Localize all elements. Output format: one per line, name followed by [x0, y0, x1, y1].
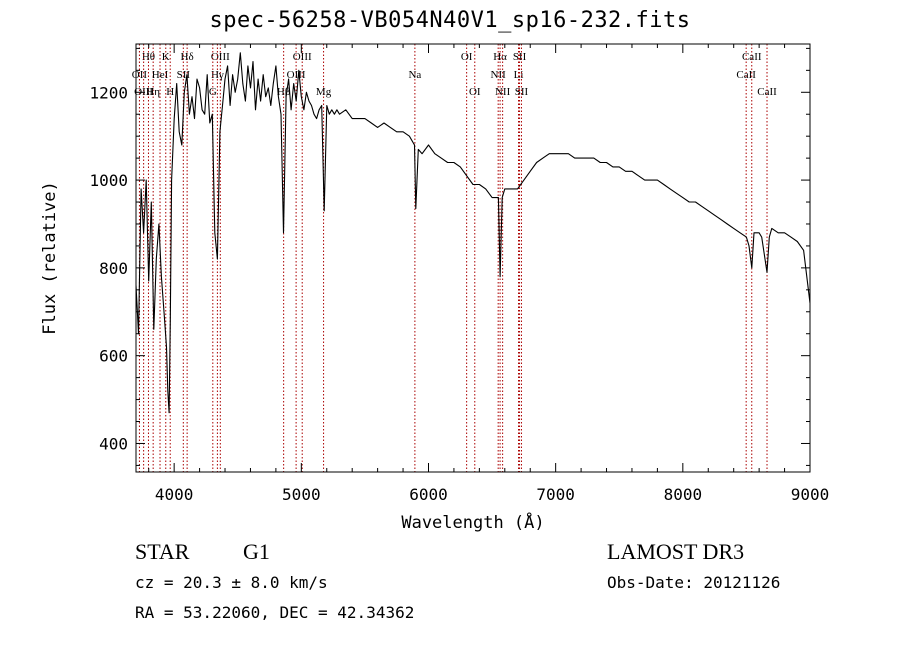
line-label-6: SII — [177, 69, 191, 81]
line-label-0: Hθ — [142, 51, 155, 63]
line-label-4: HeI — [152, 69, 169, 81]
line-label-19: Hα — [493, 51, 507, 63]
object-class: G1 — [243, 539, 270, 564]
survey-label: LAMOST DR3 — [607, 539, 745, 564]
line-label-17: OI — [461, 51, 473, 63]
x-tick-label-6000: 6000 — [409, 485, 448, 504]
chart-title: spec-56258-VB054N40V1_sp16-232.fits — [209, 8, 691, 33]
line-label-18: OI — [469, 86, 481, 98]
spectrum-line — [136, 52, 810, 414]
line-label-26: CaII — [736, 69, 756, 81]
line-label-5: K — [162, 51, 170, 63]
x-tick-label-4000: 4000 — [155, 485, 194, 504]
line-label-23: NII — [495, 86, 511, 98]
ra-dec: RA = 53.22060, DEC = 42.34362 — [135, 603, 415, 622]
line-label-22: Li — [514, 69, 524, 81]
line-label-8: Hδ — [181, 51, 194, 63]
line-label-21: NII — [491, 69, 507, 81]
line-label-12: OIII — [293, 51, 312, 63]
line-label-16: Na — [408, 69, 421, 81]
obs-date: Obs-Date: 20121126 — [607, 573, 781, 592]
y-tick-label-1000: 1000 — [89, 171, 128, 190]
y-tick-label-800: 800 — [99, 259, 128, 278]
y-tick-label-400: 400 — [99, 434, 128, 453]
line-label-14: Hβ — [277, 86, 291, 98]
plot-frame — [135, 43, 811, 473]
line-label-7: H — [166, 86, 174, 98]
x-axis-label: Wavelength (Å) — [401, 511, 544, 533]
line-label-20: SII — [513, 51, 527, 63]
line-label-13: OIII — [287, 69, 306, 81]
y-tick-label-600: 600 — [99, 347, 128, 366]
line-label-9: OIII — [211, 51, 230, 63]
line-label-25: CaII — [742, 51, 762, 63]
y-tick-label-1200: 1200 — [89, 83, 128, 102]
redshift-readout: cz = 20.3 ± 8.0 km/s — [135, 573, 328, 592]
x-tick-label-5000: 5000 — [282, 485, 321, 504]
x-tick-label-7000: 7000 — [536, 485, 575, 504]
line-label-3: Hη — [146, 86, 160, 98]
x-tick-label-8000: 8000 — [664, 485, 703, 504]
line-label-10: Hγ — [211, 69, 224, 81]
line-label-11: G — [209, 86, 217, 98]
line-label-15: Mg — [316, 86, 332, 98]
object-type: STAR — [135, 539, 190, 564]
y-axis-label: Flux (relative) — [40, 181, 60, 335]
line-label-27: CaII — [757, 86, 777, 98]
x-tick-label-9000: 9000 — [791, 485, 830, 504]
line-label-24: SII — [515, 86, 529, 98]
